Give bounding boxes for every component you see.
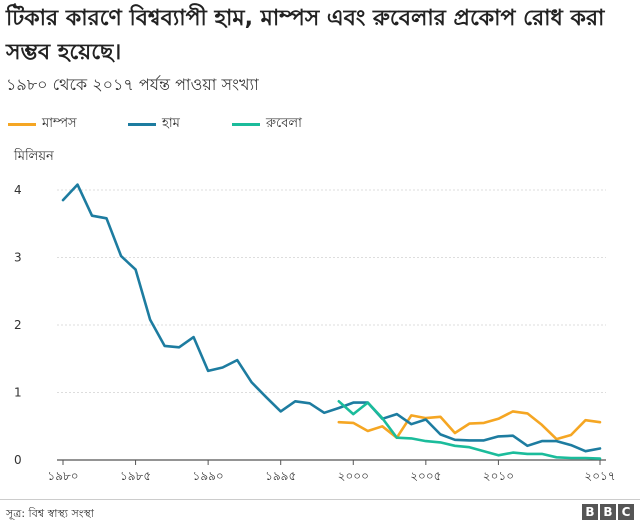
legend-item-mumps: মাম্পস: [8, 114, 77, 135]
x-tick-label: ২০১৭: [584, 469, 615, 483]
bbc-logo-letter: B: [600, 504, 616, 520]
y-tick-label: 0: [14, 453, 22, 467]
bbc-logo-letter: C: [618, 504, 634, 520]
y-axis-ticks: 0 1 2 3 4: [14, 183, 22, 467]
x-tick-label: ২০১০: [483, 469, 514, 483]
legend-swatch-measles: [128, 123, 156, 126]
y-tick-label: 3: [14, 251, 22, 265]
series-line-mumps: [337, 410, 602, 441]
x-tick-label: ২০০০: [338, 469, 369, 483]
grid-lines: [57, 189, 606, 461]
line-chart: মিলিয়ন 0 1 2 3 4 ১৯৮০ ১৯৮৫ ১৯৯০ ১৯৯৫ ২০০০ ২০০৫ ২০…: [13, 148, 616, 483]
legend-swatch-rubella: [232, 123, 260, 126]
x-axis-ticks: ১৯৮০ ১৯৮৫ ১৯৯০ ১৯৯৫ ২০০০ ২০০৫ ২০১০ ২০১৭: [47, 460, 616, 483]
legend-label-rubella: রুবেলা: [266, 116, 302, 131]
legend-label-measles: হাম: [162, 116, 180, 131]
series-line-measles: [61, 183, 602, 453]
legend-item-measles: হাম: [128, 114, 180, 135]
y-axis-unit-label: মিলিয়ন: [13, 148, 54, 164]
y-tick-label: 4: [14, 183, 22, 197]
bbc-logo: B B C: [582, 504, 634, 520]
legend-label-mumps: মাম্পস: [42, 116, 77, 131]
series-lines: [61, 183, 602, 460]
x-tick-label: ২০০৫: [410, 469, 441, 483]
series-line-rubella: [337, 400, 602, 460]
y-tick-label: 1: [14, 386, 22, 400]
y-tick-label: 2: [14, 318, 22, 332]
legend-swatch-mumps: [8, 123, 36, 126]
x-tick-label: ১৯৯৫: [265, 469, 296, 483]
bbc-logo-letter: B: [582, 504, 598, 520]
x-tick-label: ১৯৯০: [193, 469, 224, 483]
source-note: সূত্র: বিশ্ব স্বাস্থ্য সংস্থা: [6, 507, 94, 520]
footer-divider: [0, 499, 640, 500]
legend-item-rubella: রুবেলা: [232, 114, 302, 135]
chart-subtitle: ১৯৮০ থেকে ২০১৭ পর্যন্ত পাওয়া সংখ্যা: [6, 75, 259, 94]
x-tick-label: ১৯৮০: [47, 469, 78, 483]
x-tick-label: ১৯৮৫: [120, 469, 151, 483]
chart-title: টিকার কারণে বিশ্বব্যাপী হাম, মাম্পস এবং …: [6, 6, 605, 65]
